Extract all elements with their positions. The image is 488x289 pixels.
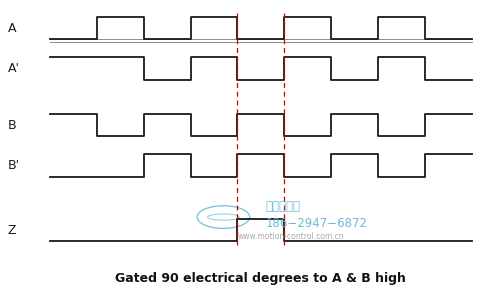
Text: Z: Z (7, 224, 16, 237)
Text: B: B (7, 118, 16, 131)
Text: A': A' (7, 62, 20, 75)
Text: www.motion-control.com.cn: www.motion-control.com.cn (237, 232, 344, 241)
Text: 186−2947−6872: 186−2947−6872 (265, 217, 367, 230)
Text: Gated 90 electrical degrees to A & B high: Gated 90 electrical degrees to A & B hig… (115, 272, 406, 285)
Text: A: A (7, 22, 16, 35)
Text: 西安德伍拓: 西安德伍拓 (265, 201, 300, 214)
Text: B': B' (7, 159, 20, 172)
